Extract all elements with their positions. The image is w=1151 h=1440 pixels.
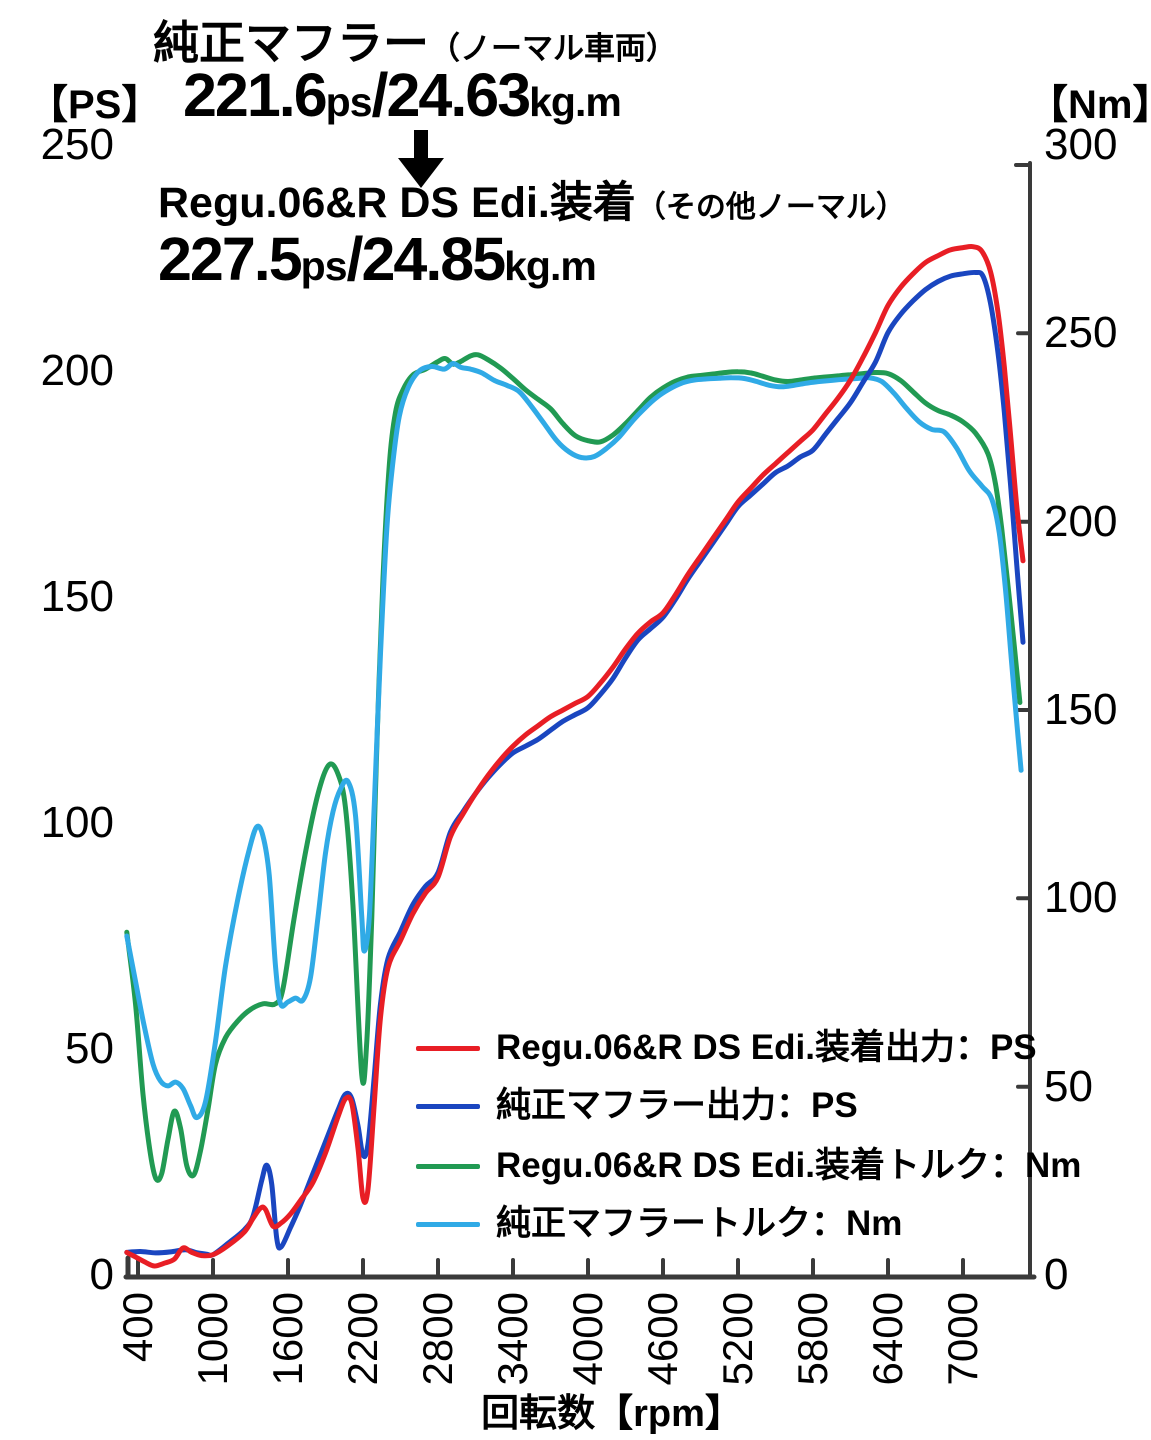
rpm-tick-label: 3400 (489, 1292, 536, 1386)
rpm-tick-label: 4000 (564, 1292, 611, 1386)
rpm-tick-label: 5800 (789, 1292, 836, 1386)
legend-item: Regu.06&R DS Edi.装着トルク：Nm (416, 1144, 1081, 1188)
ps-tick-label: 150 (40, 572, 114, 621)
rpm-tick-label: 400 (114, 1292, 161, 1363)
legend-swatch (416, 1221, 480, 1227)
nm-tick-label: 200 (1044, 496, 1118, 546)
before-spec: 221.6ps/24.63kg.m (183, 61, 622, 143)
rpm-tick-label: 5200 (714, 1292, 761, 1386)
before-torque-unit: kg.m (529, 79, 622, 125)
before-torque: 24.63 (386, 61, 531, 129)
right-axis-ticks (1016, 331, 1032, 1089)
nm-tick-label: 0 (1044, 1250, 1069, 1299)
ps-tick-label: 50 (65, 1024, 114, 1073)
rpm-tick-label: 7000 (939, 1292, 986, 1386)
down-arrow-icon (398, 130, 444, 188)
nm-tick-label: 300 (1044, 120, 1118, 169)
after-power-unit: ps (300, 243, 348, 289)
series-curve-2 (124, 269, 1026, 1258)
rpm-tick-label: 4600 (639, 1292, 686, 1386)
rpm-tick-label: 2800 (414, 1292, 461, 1386)
left-axis-unit: 【PS】 (28, 83, 162, 127)
rpm-tick-label: 6400 (864, 1292, 911, 1386)
before-note: （ノーマル車両） (429, 31, 677, 66)
after-title: Regu.06&R DS Edi.装着（その他ノーマル） (158, 180, 906, 236)
legend-item: Regu.06&R DS Edi.装着出力：PS (416, 1026, 1037, 1070)
ps-tick-label: 250 (40, 120, 114, 169)
right-axis-unit: 【Nm】 (1028, 83, 1151, 127)
legend-swatch (416, 1045, 480, 1051)
after-spec: 227.5ps/24.85kg.m (158, 225, 597, 307)
nm-tick-label: 250 (1044, 308, 1118, 358)
x-axis-ticks (136, 1258, 965, 1276)
after-power: 227.5 (158, 225, 303, 293)
legend-label: 純正マフラートルク：Nm (496, 1204, 903, 1243)
ps-tick-label: 0 (89, 1250, 114, 1299)
right-axis-line (1014, 161, 1032, 1279)
legend-label: 純正マフラー出力：PS (496, 1086, 858, 1125)
rpm-tick-label: 1000 (189, 1292, 236, 1386)
down-arrow-head (398, 158, 444, 188)
legend-label: Regu.06&R DS Edi.装着トルク：Nm (496, 1146, 1082, 1185)
ps-tick-label: 200 (40, 346, 114, 395)
series-curve-0 (124, 352, 1023, 1183)
rpm-tick-label: 1600 (264, 1292, 311, 1386)
x-axis-label: 回転数【rpm】 (481, 1393, 743, 1435)
nm-tick-label: 150 (1044, 685, 1118, 734)
legend-item: 純正マフラー出力：PS (416, 1084, 858, 1128)
before-power: 221.6 (183, 61, 328, 129)
after-torque: 24.85 (361, 225, 506, 293)
before-power-unit: ps (325, 79, 373, 125)
rpm-tick-label: 2200 (339, 1292, 386, 1386)
after-note: （その他ノーマル） (635, 191, 906, 224)
legend-swatch (416, 1163, 480, 1169)
legend-item: 純正マフラートルク：Nm (416, 1202, 902, 1246)
x-axis-line (123, 1255, 1037, 1280)
ps-tick-label: 100 (40, 798, 114, 847)
spec-separator: / (346, 225, 364, 293)
legend-swatch (416, 1103, 480, 1109)
after-torque-unit: kg.m (504, 243, 597, 289)
spec-separator: / (371, 61, 389, 129)
series-curve-3 (124, 244, 1026, 1269)
before-title: 純正マフラー（ノーマル車両） (153, 20, 677, 78)
down-arrow-stem (414, 130, 428, 160)
nm-tick-label: 50 (1044, 1061, 1093, 1111)
nm-tick-label: 100 (1044, 873, 1118, 923)
before-name: 純正マフラー (153, 17, 429, 69)
after-name: Regu.06&R DS Edi.装着 (158, 179, 636, 227)
legend-label: Regu.06&R DS Edi.装着出力：PS (496, 1028, 1037, 1067)
